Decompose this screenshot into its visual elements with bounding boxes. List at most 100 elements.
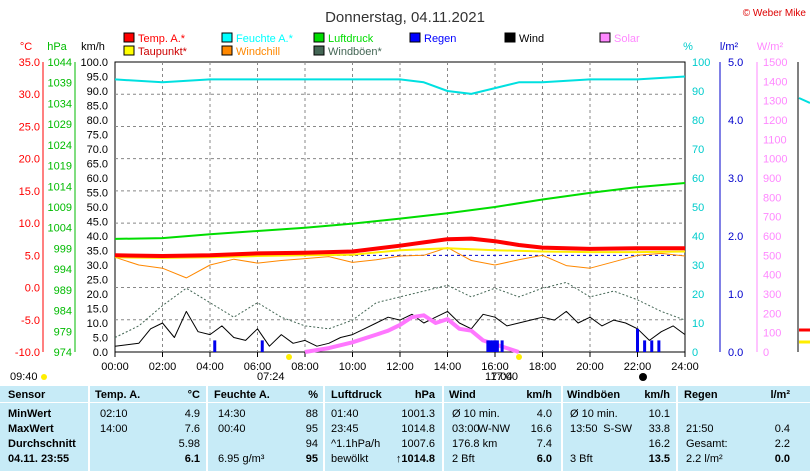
- pressure-tick-label: 984: [54, 306, 72, 318]
- hum-value: 94: [305, 438, 318, 450]
- hum-time: 14:30: [218, 408, 246, 420]
- right-edge-hum-marker: [798, 97, 810, 104]
- wind-direction: W-NW: [477, 423, 510, 435]
- wind-value: 16.6: [530, 423, 552, 435]
- sunrise-marker: [286, 354, 292, 360]
- legend-label: Taupunkt*: [138, 46, 188, 58]
- moonrise-label: 09:40: [10, 371, 38, 383]
- wind-tick-label: 85.0: [87, 101, 108, 113]
- pressure-tick-label: 989: [54, 285, 72, 297]
- legend-label: Regen: [424, 33, 456, 45]
- wind-tick-label: 0.0: [93, 347, 108, 359]
- header-wind-unit: km/h: [526, 389, 552, 401]
- press-value: ↑1014.8: [395, 453, 435, 465]
- pressure-tick-label: 1004: [48, 223, 72, 235]
- press-value: 1001.3: [401, 408, 435, 420]
- solar-tick-label: 800: [763, 192, 781, 204]
- wind-tick-label: 50.0: [87, 202, 108, 214]
- hum-value: 95: [305, 453, 318, 465]
- humidity-tick-label: 30: [692, 260, 704, 272]
- series-line-temp-a: [114, 236, 685, 258]
- humidity-tick-label: 50: [692, 202, 704, 214]
- x-tick-label: 16:00: [481, 361, 509, 373]
- x-tick-label: 02:00: [149, 361, 177, 373]
- wind-tick-label: 15.0: [87, 304, 108, 316]
- wind-time: 176.8 km: [452, 438, 498, 450]
- gust-value: 10.1: [648, 408, 670, 420]
- x-tick-label: 06:00: [244, 361, 272, 373]
- temp-tick-label: -5.0: [21, 315, 40, 327]
- rain-time: 2.2 l/m²: [686, 453, 723, 465]
- humidity-tick-label: 90: [692, 86, 704, 98]
- wind-tick-label: 5.0: [93, 333, 108, 345]
- legend-label: Windböen*: [328, 46, 383, 58]
- press-value: 1014.8: [401, 423, 435, 435]
- press-time: 23:45: [331, 423, 359, 435]
- rain-bar: [486, 340, 490, 352]
- gust-value: 16.2: [648, 438, 670, 450]
- temp-tick-label: 10.0: [19, 218, 40, 230]
- chart-title: Donnerstag, 04.11.2021: [325, 9, 485, 26]
- rain-bar: [650, 340, 654, 352]
- solar-tick-label: 1100: [763, 134, 787, 146]
- rain-bar: [657, 340, 661, 352]
- rain-value: 2.2: [774, 438, 790, 450]
- press-time: bewölkt: [331, 453, 369, 465]
- humidity-tick-label: 70: [692, 144, 704, 156]
- legend-swatch: [313, 32, 325, 43]
- solar-tick-label: 900: [763, 173, 781, 185]
- temp-value: 7.6: [184, 423, 200, 435]
- sunset-marker: [516, 354, 522, 360]
- solar-tick-label: 1200: [763, 115, 787, 127]
- rain-bar: [213, 340, 217, 352]
- pressure-tick-label: 1039: [48, 78, 72, 90]
- wind-tick-label: 65.0: [87, 159, 108, 171]
- wind-tick-label: 45.0: [87, 217, 108, 229]
- solar-tick-label: 200: [763, 308, 781, 320]
- solar-tick-label: 500: [763, 250, 781, 262]
- legend-label: Feuchte A.*: [236, 33, 294, 45]
- hum-time: 6.95 g/m³: [218, 453, 265, 465]
- wind-tick-label: 25.0: [87, 275, 108, 287]
- rain-tick-label: 3.0: [728, 173, 743, 185]
- temp-time: 02:10: [100, 408, 128, 420]
- x-tick-label: 10:00: [339, 361, 367, 373]
- rain-bar: [260, 340, 264, 352]
- header-gust-unit: km/h: [644, 389, 670, 401]
- stats-table: Sensor Temp. A. °C Feuchte A.% Luftdruck hPa W…: [0, 386, 810, 471]
- legend-swatch: [123, 32, 135, 43]
- temp-value: 5.98: [178, 438, 200, 450]
- header-press-unit: hPa: [414, 389, 435, 401]
- pressure-tick-label: 994: [54, 264, 72, 276]
- legend-swatch: [221, 45, 233, 56]
- rain-value: 0.0: [774, 453, 790, 465]
- wind-tick-label: 70.0: [87, 144, 108, 156]
- temp-tick-label: -10.0: [15, 347, 40, 359]
- legend-swatch: [599, 32, 611, 43]
- series-line-windchill: [114, 247, 686, 279]
- rain-tick-label: 1.0: [728, 289, 743, 301]
- hum-time: 00:40: [218, 423, 246, 435]
- x-tick-label: 14:00: [434, 361, 462, 373]
- wind-tick-label: 55.0: [87, 188, 108, 200]
- hum-value: 95: [305, 423, 318, 435]
- axis-unit-label: %: [683, 41, 693, 53]
- header-temp-unit: °C: [187, 389, 200, 401]
- pressure-tick-label: 1034: [48, 98, 72, 110]
- rain-time: 21:50: [686, 423, 714, 435]
- series-line-wind: [114, 310, 686, 347]
- axis-unit-label: hPa: [47, 41, 67, 53]
- humidity-tick-label: 20: [692, 289, 704, 301]
- rain-bar: [643, 340, 647, 352]
- wind-tick-label: 10.0: [87, 318, 108, 330]
- legend-label: Luftdruck: [328, 33, 374, 45]
- pressure-tick-label: 1044: [48, 57, 72, 69]
- legend-swatch: [123, 45, 135, 56]
- pressure-tick-label: 1024: [48, 140, 72, 152]
- temp-tick-label: 25.0: [19, 121, 40, 133]
- axis-unit-label: km/h: [81, 41, 105, 53]
- legend-swatch: [221, 32, 233, 43]
- solar-tick-label: 700: [763, 212, 781, 224]
- rain-time: Gesamt:: [686, 438, 728, 450]
- humidity-tick-label: 40: [692, 231, 704, 243]
